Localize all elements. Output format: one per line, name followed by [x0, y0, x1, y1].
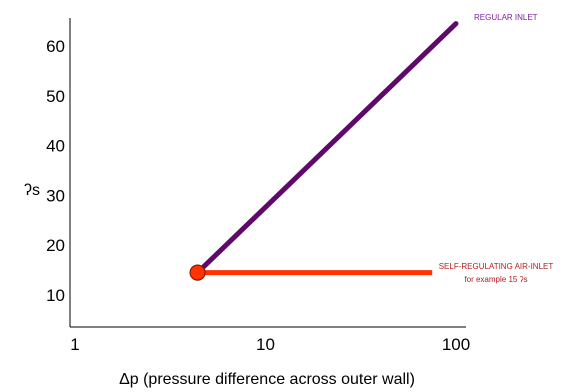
y-tick-label: 60 [46, 37, 65, 56]
x-tick-label: 100 [442, 335, 470, 354]
y-tick-label: 50 [46, 87, 65, 106]
x-tick-labels: 1 10 100 [70, 335, 470, 354]
y-tick-label: 20 [46, 236, 65, 255]
y-tick-label: 30 [46, 186, 65, 205]
regular-inlet-line [195, 21, 459, 276]
y-tick-labels: 10 20 30 40 50 60 [46, 37, 65, 305]
regular-inlet-label: REGULAR INLET [474, 13, 538, 22]
x-axis-title: Δp (pressure difference across outer wal… [119, 371, 415, 388]
self-regulating-label: SELF-REGULATING AIR-INLET [439, 262, 554, 271]
y-tick-label: 10 [46, 286, 65, 305]
start-point-marker [189, 264, 206, 281]
y-axis-title: ʔs [24, 182, 40, 199]
x-tick-label: 10 [256, 335, 275, 354]
y-tick-label: 40 [46, 137, 65, 156]
x-tick-label: 1 [70, 335, 79, 354]
self-regulating-sublabel: for example 15 ʔs [464, 275, 527, 284]
